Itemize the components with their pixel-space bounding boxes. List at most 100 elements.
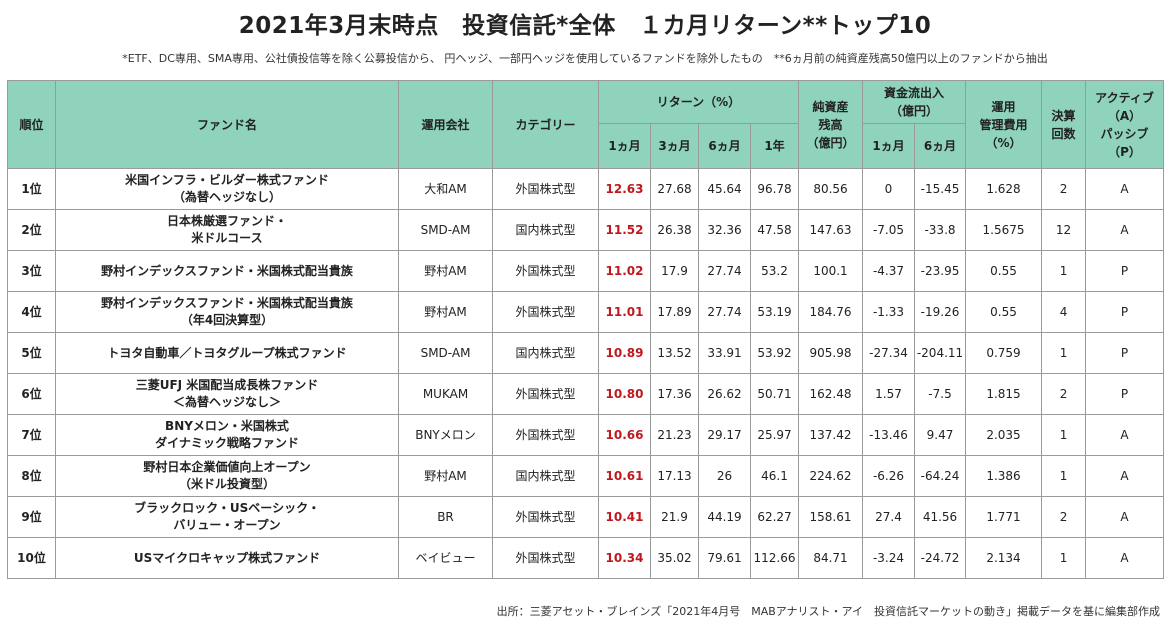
rank-cell: 2位 [7,209,56,251]
header-net-assets: 純資産 残高 （億円） [798,80,863,169]
fund-name-line: トヨタ自動車／トヨタグループ株式ファンド [107,345,347,360]
header-line: （億円） [890,104,939,118]
fee-cell: 1.815 [965,373,1043,415]
fund-name-cell: USマイクロキャップ株式ファンド [55,537,399,579]
header-line: （P） [1108,144,1141,159]
return-1y-cell: 112.66 [750,537,799,579]
header-line: （A） [1107,108,1142,123]
return-1y-cell: 53.2 [750,250,799,292]
category-cell: 外国株式型 [492,250,599,292]
header-line: 純資産 [812,99,849,114]
return-1y-cell: 25.97 [750,414,799,456]
fund-name-line: （年4回決算型） [180,313,274,327]
fund-name-cell: 野村インデックスファンド・米国株式配当貴族 [55,250,399,292]
company-cell: 野村AM [398,455,493,497]
active-passive-cell: A [1085,455,1165,497]
category-cell: 外国株式型 [492,537,599,579]
category-cell: 外国株式型 [492,291,599,333]
fee-cell: 0.759 [965,332,1043,374]
net-assets-cell: 137.42 [798,414,863,456]
fund-name-line: 米国インフラ・ビルダー株式ファンド [125,173,329,187]
company-cell: ベイビュー [398,537,493,579]
flow-6m-cell: -204.11 [913,332,967,374]
category-cell: 国内株式型 [492,209,599,251]
return-1y-cell: 53.92 [750,332,799,374]
header-flow-group: 資金流出入 （億円） [861,80,967,124]
table-row: 1位 米国インフラ・ビルダー株式ファンド （為替ヘッジなし） 大和AM 外国株式型 12.… [7,168,1165,210]
fund-name-cell: BNYメロン・米国株式 ダイナミック戦略ファンド [55,414,399,456]
return-1y-cell: 50.71 [750,373,799,415]
fund-name-cell: 野村インデックスファンド・米国株式配当貴族 （年4回決算型） [55,291,399,333]
net-assets-cell: 184.76 [798,291,863,333]
company-cell: 大和AM [398,168,493,210]
active-passive-cell: P [1085,250,1165,292]
net-assets-cell: 84.71 [798,537,863,579]
settlement-cell: 1 [1041,455,1087,497]
settlement-cell: 1 [1041,537,1087,579]
active-passive-cell: A [1085,209,1165,251]
return-6m-cell: 79.61 [698,537,751,579]
return-3m-cell: 21.9 [650,496,699,538]
flow-6m-cell: -64.24 [913,455,967,497]
table-row: 3位 野村インデックスファンド・米国株式配当貴族 野村AM 外国株式型 11.02 17.… [7,250,1165,292]
return-3m-cell: 17.13 [650,455,699,497]
fee-cell: 1.628 [965,168,1043,210]
table-row: 5位 トヨタ自動車／トヨタグループ株式ファンド SMD-AM 国内株式型 10.89 13… [7,332,1165,374]
header-line: 決算 [1051,108,1076,123]
return-1m-cell: 10.61 [598,455,651,497]
fund-name-line: USマイクロキャップ株式ファンド [133,550,321,565]
settlement-cell: 4 [1041,291,1087,333]
category-cell: 外国株式型 [492,373,599,415]
settlement-cell: 2 [1041,168,1087,210]
fund-name-line: ダイナミック戦略ファンド [155,436,299,450]
fund-name-line: ＜為替ヘッジなし＞ [172,395,281,409]
return-1y-cell: 46.1 [750,455,799,497]
flow-6m-cell: -23.95 [913,250,967,292]
flow-1m-cell: -13.46 [862,414,915,456]
table-row: 9位 ブラックロック・USベーシック・ バリュー・オープン BR 外国株式型 10.41 2… [7,496,1165,538]
table-row: 7位 BNYメロン・米国株式 ダイナミック戦略ファンド BNYメロン 外国株式型 10.6… [7,414,1165,456]
category-cell: 外国株式型 [492,168,599,210]
fund-name-line: 野村日本企業価値向上オープン [143,460,311,474]
net-assets-cell: 224.62 [798,455,863,497]
table-row: 8位 野村日本企業価値向上オープン （米ドル投資型） 野村AM 国内株式型 10.61 17… [7,455,1165,497]
fund-name-cell: 日本株厳選ファンド・ 米ドルコース [55,209,399,251]
company-cell: 野村AM [398,291,493,333]
return-1y-cell: 96.78 [750,168,799,210]
category-cell: 外国株式型 [492,414,599,456]
header-return-1m: 1ヵ月 [598,123,651,169]
fund-name-line: 野村インデックスファンド・米国株式配当貴族 [101,263,353,278]
return-3m-cell: 35.02 [650,537,699,579]
header-line: 資金流出入 [884,86,945,100]
category-cell: 外国株式型 [492,496,599,538]
return-6m-cell: 26.62 [698,373,751,415]
company-cell: SMD-AM [398,209,493,251]
return-6m-cell: 44.19 [698,496,751,538]
flow-1m-cell: 27.4 [862,496,915,538]
flow-1m-cell: -1.33 [862,291,915,333]
rank-cell: 1位 [7,168,56,210]
rank-cell: 9位 [7,496,56,538]
header-line: 残高 [818,117,843,132]
header-active-passive: アクティブ （A） パッシブ （P） [1085,80,1165,169]
fund-name-line: BNYメロン・米国株式 [165,419,289,433]
fund-name-line: 三菱UFJ 米国配当成長株ファンド [135,378,319,392]
net-assets-cell: 147.63 [798,209,863,251]
return-6m-cell: 29.17 [698,414,751,456]
return-3m-cell: 27.68 [650,168,699,210]
footnote-criteria: *ETF、DC専用、SMA専用、公社債投信等を除く公募投信から、 円ヘッジ、一部… [122,52,1048,65]
company-cell: BNYメロン [398,414,493,456]
fee-cell: 1.386 [965,455,1043,497]
rank-cell: 7位 [7,414,56,456]
header-line: （%） [985,135,1022,150]
company-cell: SMD-AM [398,332,493,374]
net-assets-cell: 100.1 [798,250,863,292]
rank-cell: 4位 [7,291,56,333]
source-credit: 出所：三菱アセット・ブレインズ「2021年4月号 MABアナリスト・アイ 投資信… [496,605,1160,618]
settlement-cell: 1 [1041,414,1087,456]
category-cell: 国内株式型 [492,332,599,374]
table-row: 10位 USマイクロキャップ株式ファンド ベイビュー 外国株式型 10.34 35.02 7… [7,537,1165,579]
return-1m-cell: 10.34 [598,537,651,579]
header-company: 運用会社 [398,80,493,169]
flow-6m-cell: -7.5 [913,373,967,415]
